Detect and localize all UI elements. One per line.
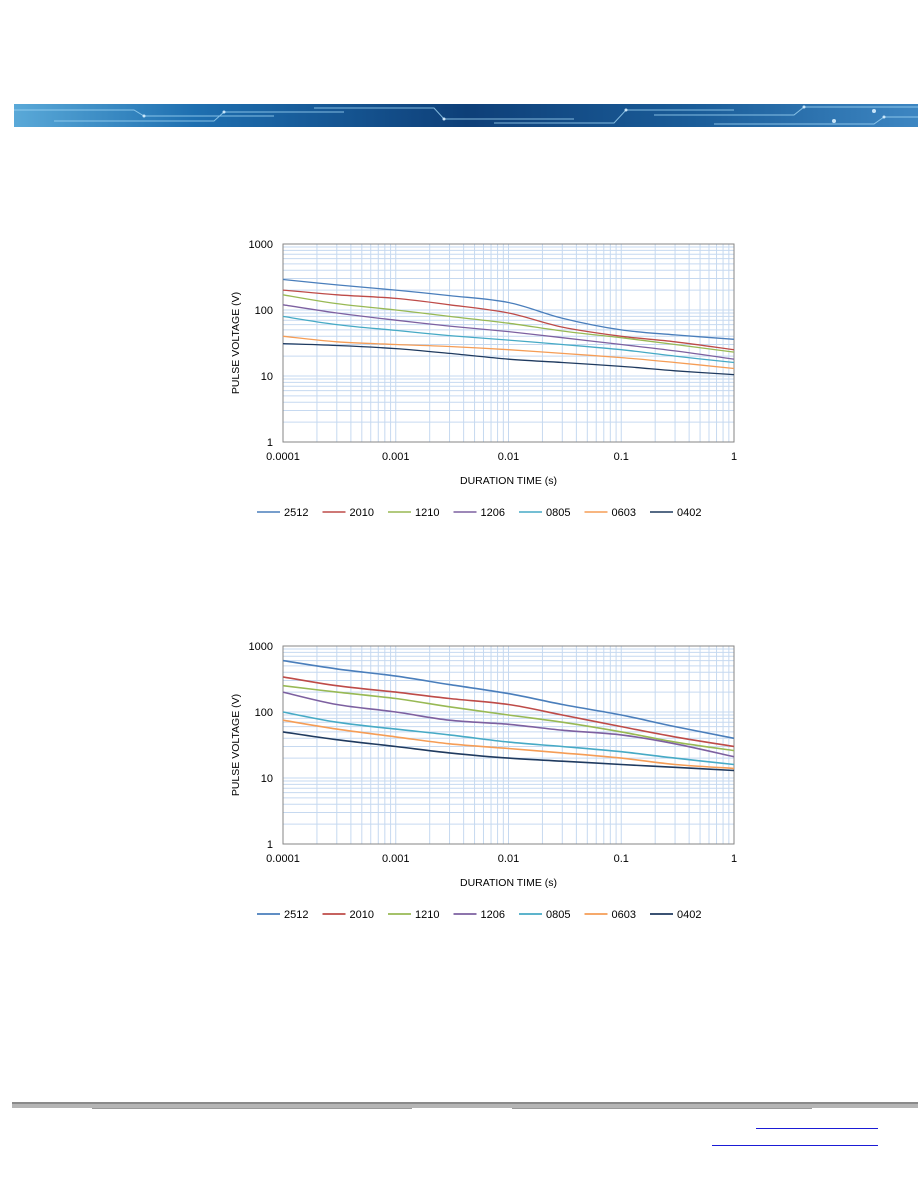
y-tick-label: 1000 [249, 239, 273, 251]
series-line-2010 [282, 289, 735, 351]
circuit-banner-image [14, 104, 918, 127]
x-tick-label: 0.0001 [266, 853, 300, 865]
y-tick-label: 1000 [249, 641, 273, 653]
x-tick-label: 0.01 [498, 451, 519, 463]
series-line-0805 [282, 711, 735, 766]
x-axis-title: DURATION TIME (s) [460, 877, 557, 889]
legend-label-2512: 2512 [284, 909, 308, 921]
series-line-0603 [282, 719, 735, 770]
x-tick-label: 1 [731, 853, 737, 865]
series-line-2512 [282, 659, 735, 740]
series-line-0805 [282, 315, 735, 364]
series-line-0402 [282, 342, 735, 376]
plot-area-border [282, 645, 735, 845]
series-line-1206 [282, 304, 735, 360]
legend-label-0805: 0805 [546, 507, 570, 519]
y-axis-title: PULSE VOLTAGE (V) [230, 292, 242, 394]
series-line-0603 [282, 335, 735, 370]
legend-label-0402: 0402 [677, 909, 701, 921]
y-tick-label: 1 [267, 437, 273, 449]
chart-2: 1 10 100 1000 0.0001 0.001 0.01 0.1 1 DURATION TI… [0, 632, 918, 932]
series-line-1206 [282, 691, 735, 758]
chart-1: 1 10 100 1000 0.0001 0.001 0.01 0.1 1 DURATION TI… [0, 230, 918, 530]
x-tick-label: 1 [731, 451, 737, 463]
x-tick-label: 0.001 [382, 451, 410, 463]
x-tick-label: 0.01 [498, 853, 519, 865]
grid [282, 646, 734, 845]
legend-label-1210: 1210 [415, 909, 439, 921]
plot-area-border [282, 243, 735, 443]
series-line-2512 [282, 278, 735, 340]
x-tick-label: 0.001 [382, 853, 410, 865]
x-tick-label: 0.1 [614, 853, 629, 865]
legend-label-0603: 0603 [612, 909, 636, 921]
y-tick-label: 10 [261, 371, 273, 383]
series-line-1210 [282, 684, 735, 752]
series-line-0402 [282, 731, 735, 772]
legend-label-0402: 0402 [677, 507, 701, 519]
x-tick-label: 0.0001 [266, 451, 300, 463]
x-axis-title: DURATION TIME (s) [460, 475, 557, 487]
series-line-1210 [282, 294, 735, 353]
legend-label-1210: 1210 [415, 507, 439, 519]
series-line-2010 [282, 676, 735, 748]
chart-1-svg: 1 10 100 1000 0.0001 0.001 0.01 0.1 1 DURATION TI… [230, 239, 737, 519]
y-tick-label: 100 [255, 707, 273, 719]
x-tick-label: 0.1 [614, 451, 629, 463]
y-tick-label: 10 [261, 773, 273, 785]
legend-label-2512: 2512 [284, 507, 308, 519]
chart-2-svg: 1 10 100 1000 0.0001 0.001 0.01 0.1 1 DURATION TI… [230, 641, 737, 921]
legend-label-0603: 0603 [612, 507, 636, 519]
y-tick-label: 1 [267, 839, 273, 851]
y-tick-label: 100 [255, 305, 273, 317]
legend-label-2010: 2010 [350, 507, 374, 519]
footer-link-1[interactable] [756, 1128, 878, 1129]
legend-label-1206: 1206 [481, 507, 505, 519]
footer-links [708, 1118, 878, 1148]
legend-label-0805: 0805 [546, 909, 570, 921]
y-axis-title: PULSE VOLTAGE (V) [230, 694, 242, 796]
legend-label-2010: 2010 [350, 909, 374, 921]
footer-link-2[interactable] [712, 1145, 878, 1146]
footer-rule [12, 1102, 918, 1109]
legend-label-1206: 1206 [481, 909, 505, 921]
